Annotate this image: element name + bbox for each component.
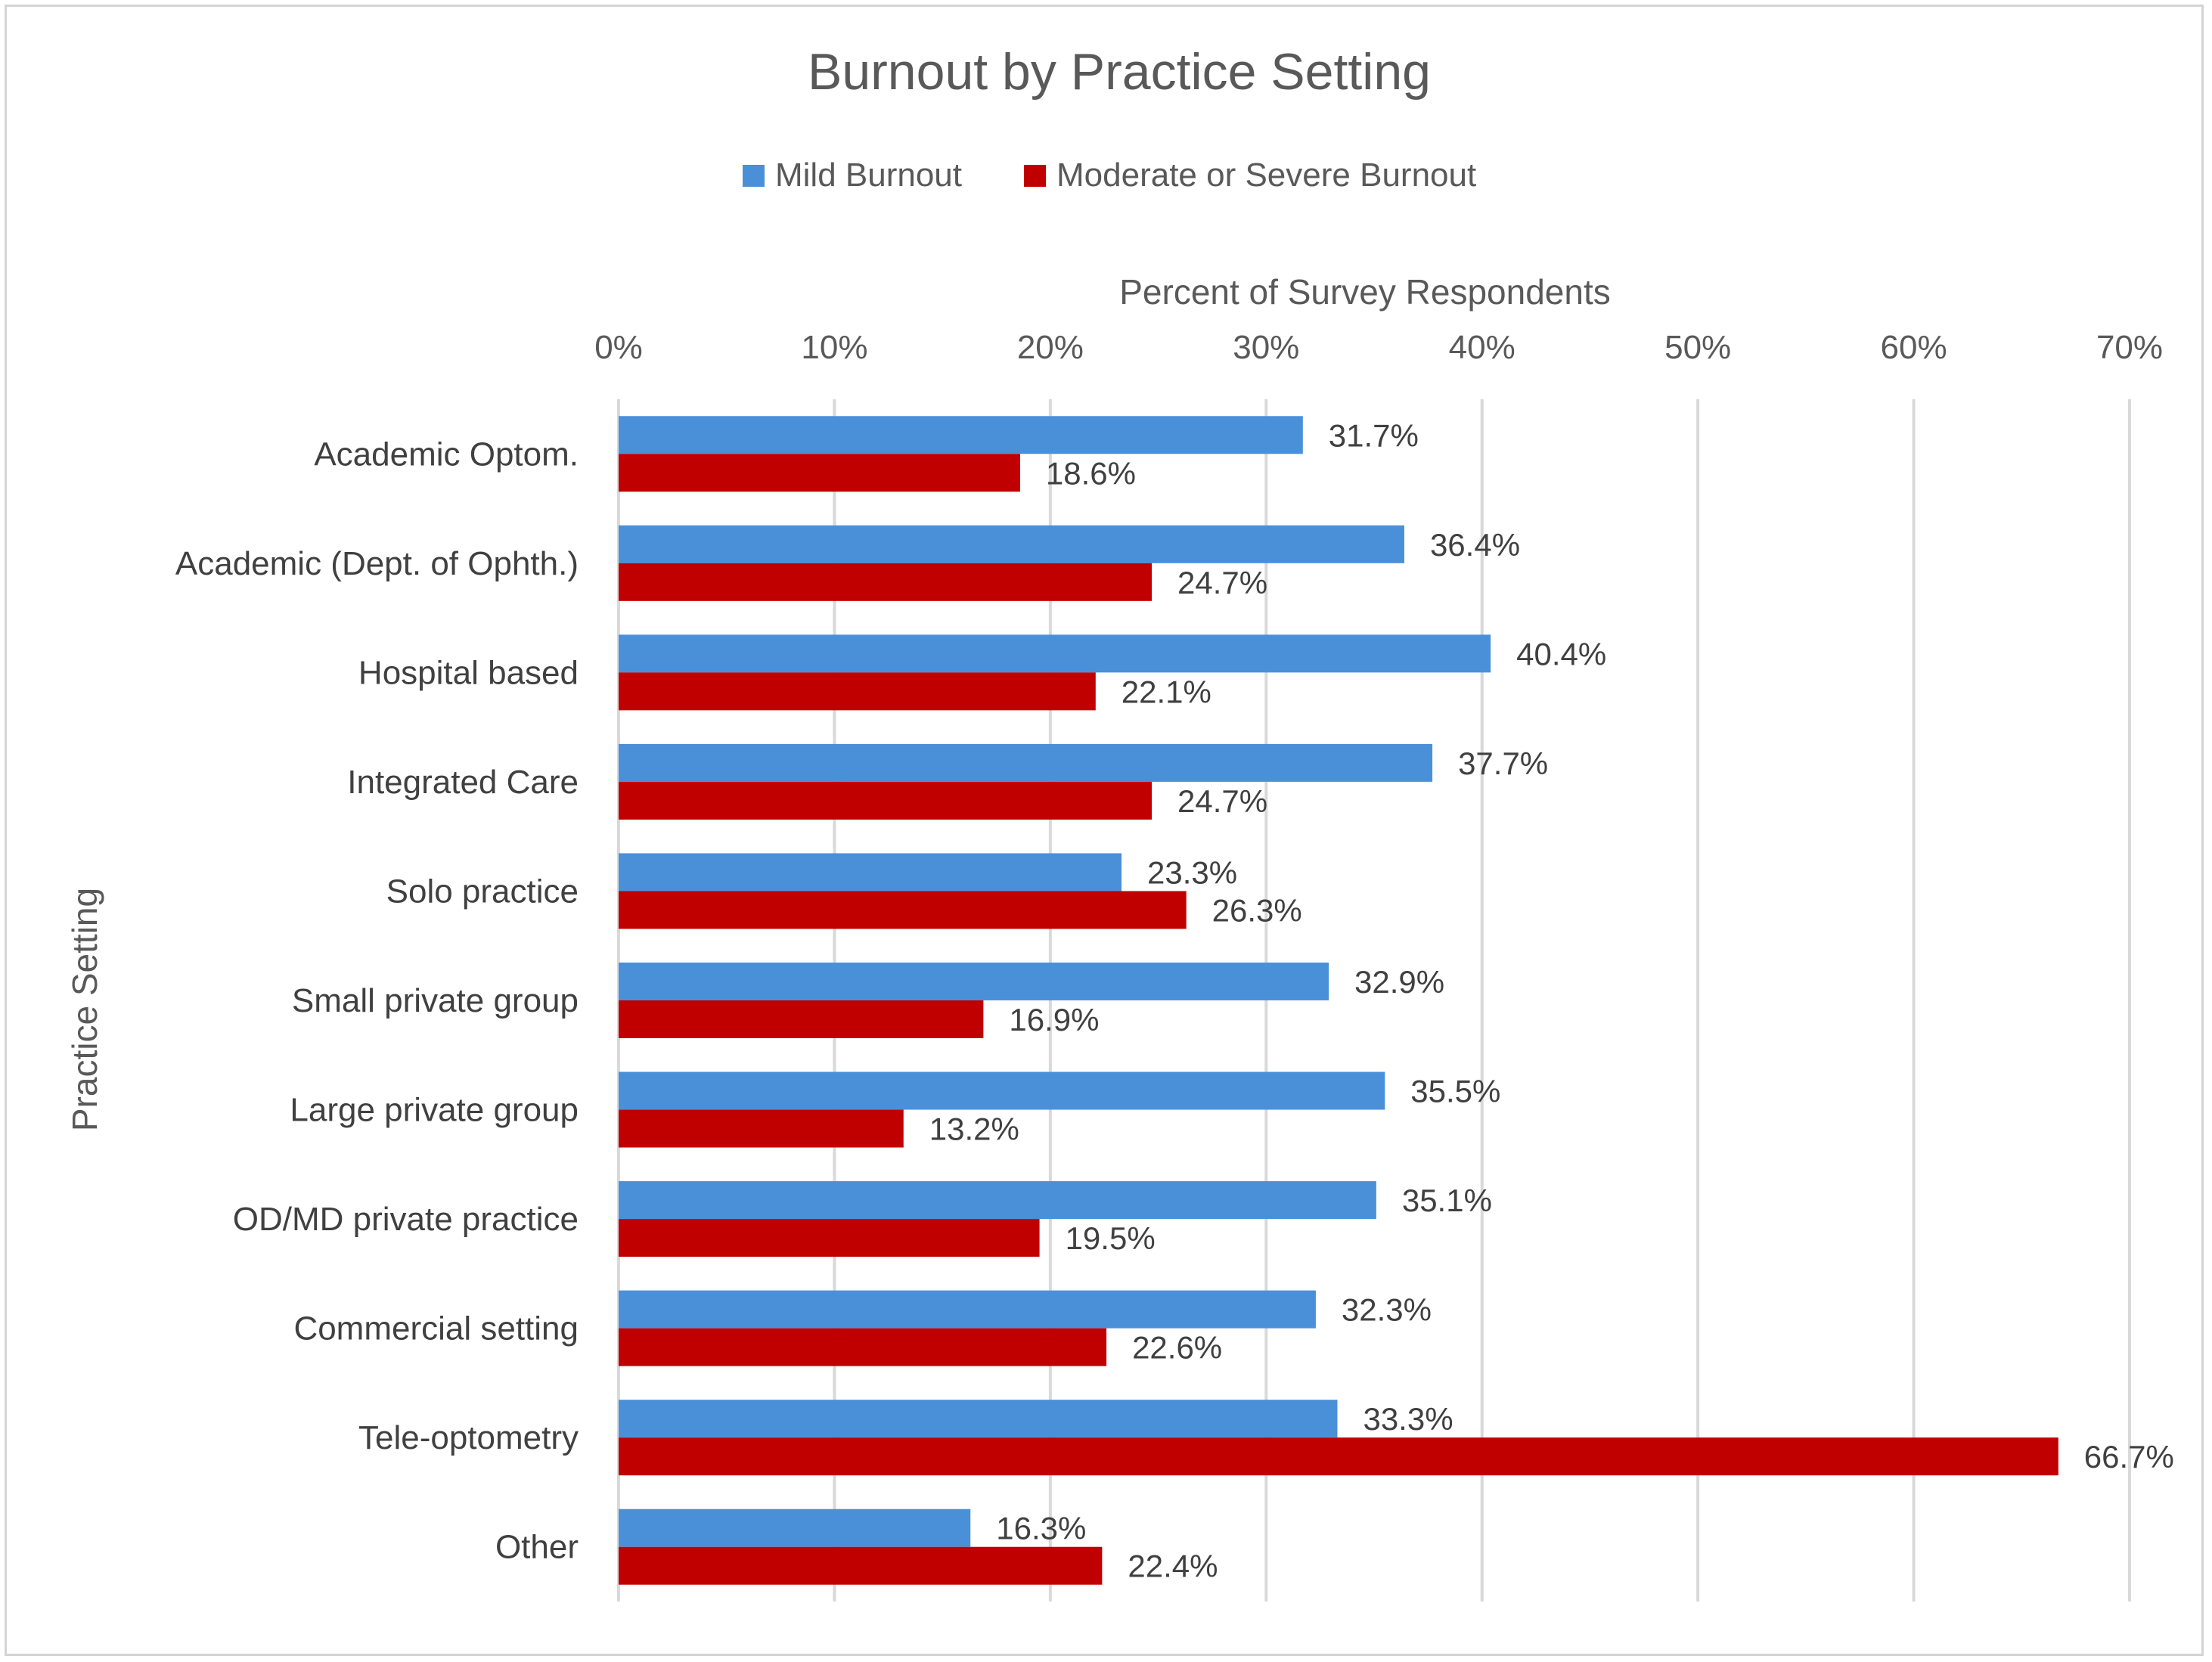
data-label-mild-burnout-small-private-group: 32.9%	[1354, 964, 1444, 1000]
category-label-integrated-care: Integrated Care	[347, 764, 579, 801]
data-label-mild-burnout-commercial-setting: 32.3%	[1342, 1292, 1432, 1328]
category-label-other: Other	[495, 1529, 579, 1566]
x-tick-label: 10%	[801, 329, 867, 366]
data-label-moderate-or-severe-burnout-od-md-private-practice: 19.5%	[1066, 1220, 1156, 1256]
data-label-mild-burnout-tele-optometry: 33.3%	[1363, 1401, 1453, 1437]
data-label-moderate-or-severe-burnout-tele-optometry: 66.7%	[2084, 1439, 2174, 1474]
x-tick-label: 30%	[1233, 329, 1299, 366]
category-label-academic-dept-of-ophth: Academic (Dept. of Ophth.)	[175, 545, 579, 582]
data-label-moderate-or-severe-burnout-hospital-based: 22.1%	[1122, 674, 1211, 709]
bar-moderate-or-severe-burnout-commercial-setting	[619, 1328, 1107, 1366]
category-label-solo-practice: Solo practice	[386, 873, 579, 910]
data-label-moderate-or-severe-burnout-small-private-group: 16.9%	[1009, 1002, 1099, 1037]
category-label-large-private-group: Large private group	[290, 1092, 579, 1129]
legend-label-mild-burnout: Mild Burnout	[775, 157, 962, 194]
category-label-tele-optometry: Tele-optometry	[358, 1419, 579, 1456]
data-label-moderate-or-severe-burnout-solo-practice: 26.3%	[1212, 892, 1302, 928]
bar-moderate-or-severe-burnout-large-private-group	[619, 1109, 904, 1148]
bar-mild-burnout-integrated-care	[619, 743, 1433, 782]
bar-mild-burnout-academic-dept-of-ophth	[619, 525, 1404, 563]
data-label-mild-burnout-academic-optom: 31.7%	[1329, 417, 1419, 453]
legend: Mild Burnout Moderate or Severe Burnout	[743, 157, 1476, 194]
data-label-mild-burnout-solo-practice: 23.3%	[1147, 854, 1237, 890]
bar-mild-burnout-hospital-based	[619, 634, 1491, 673]
data-label-mild-burnout-academic-dept-of-ophth: 36.4%	[1430, 527, 1520, 563]
bar-moderate-or-severe-burnout-other	[619, 1546, 1103, 1585]
bar-mild-burnout-tele-optometry	[619, 1400, 1338, 1438]
bar-mild-burnout-large-private-group	[619, 1071, 1385, 1110]
data-label-mild-burnout-other: 16.3%	[996, 1511, 1086, 1546]
category-label-hospital-based: Hospital based	[358, 654, 579, 691]
data-label-moderate-or-severe-burnout-integrated-care: 24.7%	[1177, 783, 1267, 819]
y-axis-title: Practice Setting	[65, 888, 104, 1131]
data-label-moderate-or-severe-burnout-large-private-group: 13.2%	[929, 1112, 1019, 1147]
category-label-commercial-setting: Commercial setting	[293, 1310, 579, 1347]
bar-mild-burnout-od-md-private-practice	[619, 1181, 1376, 1220]
bar-moderate-or-severe-burnout-small-private-group	[619, 1000, 984, 1038]
x-tick-label: 40%	[1449, 329, 1516, 366]
chart-title: Burnout by Practice Setting	[808, 43, 1431, 101]
bar-moderate-or-severe-burnout-solo-practice	[619, 891, 1187, 929]
bar-mild-burnout-commercial-setting	[619, 1290, 1316, 1329]
x-axis-ticks: 0% 10% 20% 30% 40% 50% 60% 70%	[594, 329, 2163, 366]
legend-label-moderate-or-severe-burnout: Moderate or Severe Burnout	[1056, 157, 1476, 194]
bars	[619, 416, 2058, 1585]
legend-swatch-mild-burnout	[743, 165, 765, 187]
bar-moderate-or-severe-burnout-hospital-based	[619, 672, 1096, 711]
x-tick-label: 60%	[1881, 329, 1947, 366]
bar-mild-burnout-solo-practice	[619, 853, 1122, 891]
bar-mild-burnout-academic-optom	[619, 416, 1303, 454]
category-label-od-md-private-practice: OD/MD private practice	[233, 1201, 579, 1238]
bar-mild-burnout-small-private-group	[619, 963, 1329, 1000]
category-labels: Academic Optom. Academic (Dept. of Ophth.…	[175, 436, 579, 1565]
category-label-academic-optom: Academic Optom.	[314, 436, 579, 473]
chart-frame	[5, 5, 2204, 1656]
data-label-mild-burnout-integrated-care: 37.7%	[1458, 746, 1548, 781]
legend-swatch-moderate-or-severe-burnout	[1024, 165, 1046, 187]
data-label-moderate-or-severe-burnout-academic-dept-of-ophth: 24.7%	[1177, 565, 1267, 600]
bar-moderate-or-severe-burnout-od-md-private-practice	[619, 1219, 1040, 1257]
bar-moderate-or-severe-burnout-academic-optom	[619, 454, 1020, 492]
data-label-moderate-or-severe-burnout-commercial-setting: 22.6%	[1132, 1330, 1222, 1366]
data-label-mild-burnout-hospital-based: 40.4%	[1516, 636, 1606, 671]
data-label-moderate-or-severe-burnout-academic-optom: 18.6%	[1046, 455, 1136, 491]
x-tick-label: 20%	[1017, 329, 1084, 366]
data-label-mild-burnout-od-md-private-practice: 35.1%	[1402, 1183, 1492, 1218]
bar-moderate-or-severe-burnout-academic-dept-of-ophth	[619, 563, 1153, 601]
x-tick-label: 70%	[2096, 329, 2163, 366]
data-label-mild-burnout-large-private-group: 35.5%	[1410, 1074, 1500, 1109]
category-label-small-private-group: Small private group	[292, 982, 579, 1019]
data-labels: 31.7% 18.6% 36.4% 24.7% 40.4% 22.1% 37.7% 24.7%…	[929, 417, 2174, 1583]
x-tick-label: 0%	[594, 329, 643, 366]
x-axis-title: Percent of Survey Respondents	[1119, 272, 1610, 312]
bar-moderate-or-severe-burnout-integrated-care	[619, 781, 1153, 820]
data-label-moderate-or-severe-burnout-other: 22.4%	[1128, 1549, 1218, 1584]
x-tick-label: 50%	[1664, 329, 1731, 366]
bar-moderate-or-severe-burnout-tele-optometry	[619, 1437, 2058, 1476]
bar-mild-burnout-other	[619, 1509, 971, 1547]
